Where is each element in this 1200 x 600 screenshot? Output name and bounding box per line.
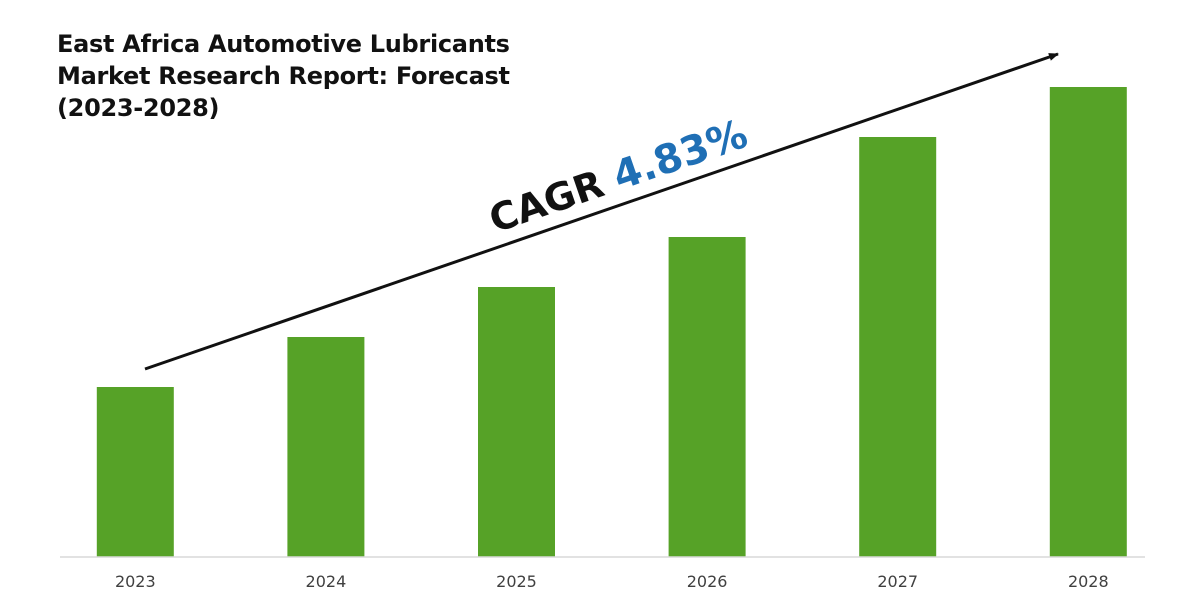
cagr-annotation: CAGR 4.83% [483,111,753,242]
trend-arrow [144,52,1059,371]
x-tick-label-2027: 2027 [877,572,918,591]
bar-2025 [478,287,555,557]
x-tick-labels: 2023 2024 2025 2026 2027 2028 [115,572,1109,591]
x-tick-label-2025: 2025 [496,572,537,591]
x-tick-label-2023: 2023 [115,572,156,591]
bar-2023 [96,387,174,557]
bars-group [96,87,1127,557]
x-tick-label-2024: 2024 [306,572,347,591]
bar-2027 [859,137,937,557]
bar-2028 [1049,87,1127,557]
chart-title: East Africa Automotive Lubricants Market… [57,30,510,122]
x-tick-label-2026: 2026 [687,572,728,591]
x-tick-label-2028: 2028 [1068,572,1109,591]
bar-2024 [287,337,365,557]
bar-2026 [668,237,746,557]
cagr-value: 4.83% [607,111,753,200]
